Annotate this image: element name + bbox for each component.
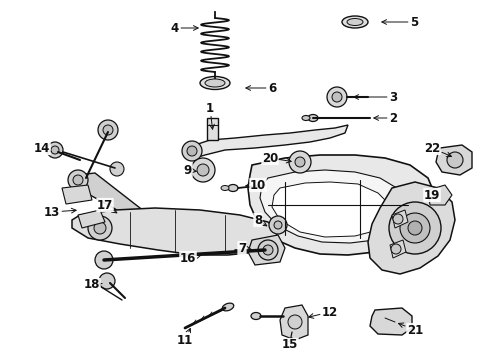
Ellipse shape	[302, 116, 309, 121]
Text: 11: 11	[177, 328, 193, 346]
Ellipse shape	[200, 77, 229, 90]
Text: 22: 22	[423, 141, 450, 157]
Text: 3: 3	[353, 90, 396, 104]
Polygon shape	[190, 125, 347, 158]
Circle shape	[273, 221, 282, 229]
Polygon shape	[72, 208, 278, 255]
Circle shape	[182, 141, 202, 161]
Text: 9: 9	[183, 163, 196, 176]
Text: 6: 6	[245, 81, 276, 95]
Polygon shape	[260, 170, 409, 243]
Polygon shape	[247, 155, 434, 255]
Circle shape	[47, 142, 63, 158]
Ellipse shape	[307, 114, 317, 122]
Text: 16: 16	[180, 252, 201, 265]
Ellipse shape	[204, 79, 224, 87]
Text: 5: 5	[381, 15, 417, 28]
Polygon shape	[247, 235, 285, 265]
Text: 17: 17	[97, 198, 117, 213]
Circle shape	[99, 273, 115, 289]
Polygon shape	[78, 210, 105, 228]
Text: 21: 21	[398, 323, 422, 337]
Circle shape	[256, 241, 273, 259]
Circle shape	[287, 315, 302, 329]
Circle shape	[51, 146, 59, 154]
Polygon shape	[206, 118, 218, 140]
Circle shape	[98, 120, 118, 140]
Circle shape	[392, 214, 402, 224]
Polygon shape	[391, 210, 407, 228]
Circle shape	[191, 158, 215, 182]
Polygon shape	[435, 145, 471, 175]
Ellipse shape	[222, 303, 233, 311]
Polygon shape	[427, 185, 451, 205]
Circle shape	[73, 175, 83, 185]
Circle shape	[68, 170, 88, 190]
Circle shape	[258, 240, 278, 260]
Polygon shape	[367, 182, 454, 274]
Polygon shape	[280, 305, 307, 340]
Circle shape	[288, 151, 310, 173]
Circle shape	[88, 216, 112, 240]
Text: 18: 18	[83, 279, 102, 292]
Text: 4: 4	[170, 22, 198, 35]
Text: 10: 10	[245, 179, 265, 192]
Text: 14: 14	[34, 141, 51, 154]
Circle shape	[103, 125, 113, 135]
Text: 1: 1	[205, 102, 214, 129]
Ellipse shape	[346, 18, 362, 26]
Polygon shape	[389, 240, 405, 258]
Ellipse shape	[221, 185, 228, 190]
Text: 13: 13	[44, 206, 76, 219]
Text: 20: 20	[262, 152, 290, 165]
Circle shape	[294, 157, 305, 167]
Polygon shape	[271, 182, 391, 237]
Ellipse shape	[227, 185, 238, 192]
Ellipse shape	[250, 312, 261, 320]
Circle shape	[388, 202, 440, 254]
Circle shape	[110, 162, 124, 176]
Circle shape	[95, 251, 113, 269]
Text: 19: 19	[423, 189, 439, 202]
Polygon shape	[369, 308, 411, 335]
Circle shape	[326, 87, 346, 107]
Text: 8: 8	[253, 213, 266, 226]
Circle shape	[263, 245, 272, 255]
Text: 2: 2	[373, 112, 396, 125]
Circle shape	[399, 213, 429, 243]
Circle shape	[94, 222, 106, 234]
Polygon shape	[62, 185, 92, 204]
Circle shape	[407, 221, 421, 235]
Circle shape	[197, 164, 208, 176]
Circle shape	[268, 216, 286, 234]
Polygon shape	[72, 173, 158, 232]
Text: 7: 7	[238, 242, 251, 255]
Text: 12: 12	[308, 306, 337, 319]
Circle shape	[331, 92, 341, 102]
Text: 15: 15	[281, 338, 298, 351]
Circle shape	[446, 152, 462, 168]
Ellipse shape	[341, 16, 367, 28]
Circle shape	[186, 146, 197, 156]
Circle shape	[390, 244, 400, 254]
